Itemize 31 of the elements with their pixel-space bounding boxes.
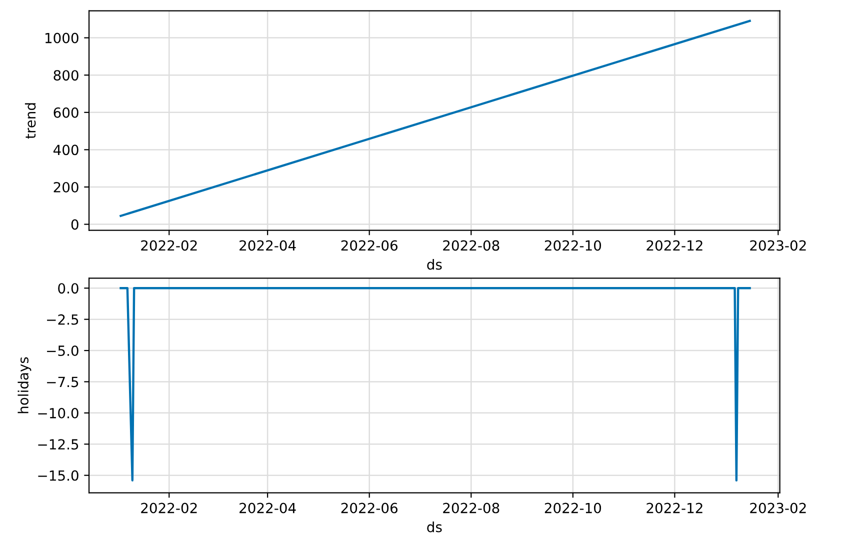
- x-axis-title: ds: [427, 522, 442, 532]
- y-tick-label: −15.0: [38, 470, 78, 481]
- y-tick-label: 1000: [45, 32, 78, 44]
- x-tick-label: 2022-04: [240, 240, 296, 251]
- x-tick-label: 2023-02: [750, 502, 806, 514]
- x-tick-label: 2022-02: [141, 240, 197, 251]
- y-tick-label: −7.5: [47, 376, 78, 388]
- y-tick-label: −12.5: [38, 439, 78, 450]
- x-tick-label: 2022-06: [341, 240, 398, 251]
- y-tick-label: 800: [54, 70, 78, 81]
- y-tick-label: 200: [54, 182, 78, 192]
- x-tick-label: 2022-12: [646, 502, 702, 514]
- x-tick-label: 2022-04: [240, 502, 296, 514]
- x-tick-label: 2022-10: [544, 240, 602, 251]
- y-tick-label: 600: [54, 107, 78, 118]
- x-tick-label: 2023-02: [750, 240, 806, 251]
- x-tick-label: 2022-10: [544, 502, 602, 514]
- y-tick-label: −2.5: [47, 314, 78, 325]
- y-tick-label: 0: [71, 219, 78, 230]
- y-axis-title: trend: [24, 103, 36, 139]
- x-tick-label: 2022-06: [341, 502, 398, 514]
- y-tick-label: −5.0: [47, 346, 78, 356]
- x-tick-label: 2022-12: [646, 240, 702, 251]
- x-tick-label: 2022-08: [443, 502, 500, 514]
- y-axis-title: holidays: [18, 357, 32, 414]
- x-tick-label: 2022-02: [141, 502, 197, 514]
- y-tick-label: 0.0: [58, 283, 78, 294]
- y-tick-label: 400: [53, 144, 78, 156]
- x-axis-title: ds: [427, 258, 442, 270]
- x-tick-label: 2022-08: [443, 240, 500, 251]
- y-tick-label: −10.0: [38, 408, 78, 418]
